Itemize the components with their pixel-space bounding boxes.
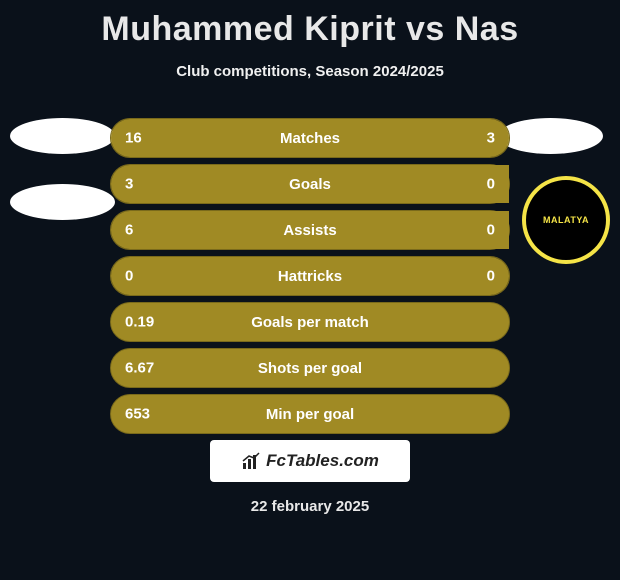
stat-row: 653 Min per goal xyxy=(110,394,510,434)
placeholder-ellipse xyxy=(10,118,115,154)
stat-value-right: 0 xyxy=(487,222,495,239)
stat-label: Matches xyxy=(280,130,340,147)
stat-row: 6 0 Assists xyxy=(110,210,510,250)
date-label: 22 february 2025 xyxy=(0,498,620,515)
stat-value-left: 0.19 xyxy=(125,314,154,331)
attribution-text: FcTables.com xyxy=(266,451,379,471)
bar-fill-right xyxy=(446,119,509,157)
stat-label: Hattricks xyxy=(278,268,342,285)
stat-label: Assists xyxy=(283,222,336,239)
club-badge: MALATYA xyxy=(522,176,610,264)
stat-value-left: 6 xyxy=(125,222,133,239)
stat-label: Shots per goal xyxy=(258,360,362,377)
stat-label: Min per goal xyxy=(266,406,354,423)
player2-avatar-column xyxy=(500,118,600,154)
stat-value-right: 3 xyxy=(487,130,495,147)
bar-fill-left xyxy=(111,119,446,157)
page-title: Muhammed Kiprit vs Nas xyxy=(0,0,620,49)
stat-label: Goals per match xyxy=(251,314,369,331)
stat-row: 0.19 Goals per match xyxy=(110,302,510,342)
stat-value-right: 0 xyxy=(487,176,495,193)
stat-value-left: 653 xyxy=(125,406,150,423)
club-badge-label: MALATYA xyxy=(543,215,589,225)
player1-avatar-column xyxy=(8,118,116,220)
placeholder-ellipse xyxy=(10,184,115,220)
attribution-box: FcTables.com xyxy=(210,440,410,482)
stat-row: 0 0 Hattricks xyxy=(110,256,510,296)
stat-row: 16 3 Matches xyxy=(110,118,510,158)
stat-value-left: 3 xyxy=(125,176,133,193)
stat-row: 6.67 Shots per goal xyxy=(110,348,510,388)
stat-rows: 16 3 Matches 3 0 Goals 6 0 Assists 0 0 Hattricks 0.1… xyxy=(110,118,510,434)
stat-value-left: 0 xyxy=(125,268,133,285)
page-subtitle: Club competitions, Season 2024/2025 xyxy=(0,63,620,80)
placeholder-ellipse xyxy=(498,118,603,154)
stat-value-left: 6.67 xyxy=(125,360,154,377)
stat-value-right: 0 xyxy=(487,268,495,285)
stat-value-left: 16 xyxy=(125,130,142,147)
stat-label: Goals xyxy=(289,176,331,193)
chart-icon xyxy=(241,451,261,471)
stat-row: 3 0 Goals xyxy=(110,164,510,204)
